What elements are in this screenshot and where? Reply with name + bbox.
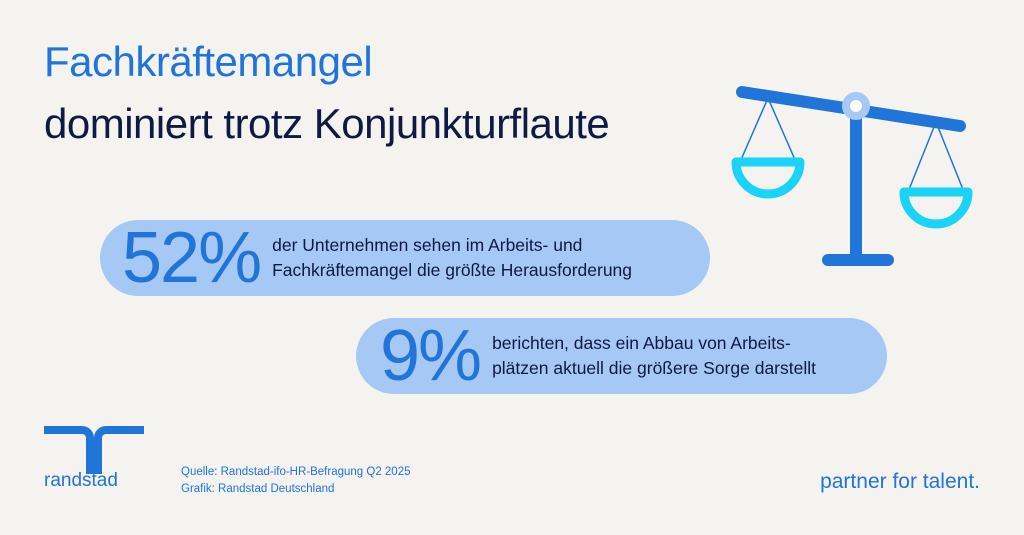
- randstad-logo-icon: [44, 426, 144, 474]
- source-note: Quelle: Randstad-ifo-HR-Befragung Q2 202…: [181, 464, 411, 498]
- stat-description-line-2: plätzen aktuell die größere Sorge darste…: [492, 358, 816, 378]
- stat-description-line-2: Fachkräftemangel die größte Herausforder…: [272, 260, 633, 280]
- stat-description: der Unternehmen sehen im Arbeits- und Fa…: [272, 233, 632, 283]
- stat-pill-9: 9% berichten, dass ein Abbau von Arbeits…: [356, 318, 887, 394]
- title-line-1: Fachkräftemangel: [44, 38, 373, 85]
- brand-tagline: partner for talent.: [820, 470, 980, 493]
- stat-value: 52%: [122, 218, 262, 298]
- scale-icon: [731, 86, 973, 266]
- stat-description: berichten, dass ein Abbau von Arbeits- p…: [492, 331, 816, 381]
- stat-description-line-1: berichten, dass ein Abbau von Arbeits-: [492, 333, 791, 353]
- source-line-1: Quelle: Randstad-ifo-HR-Befragung Q2 202…: [181, 466, 411, 478]
- brand-name: randstad: [44, 470, 118, 491]
- stat-pill-52: 52% der Unternehmen sehen im Arbeits- un…: [100, 220, 710, 296]
- stat-description-line-1: der Unternehmen sehen im Arbeits- und: [272, 235, 583, 255]
- stat-value: 9%: [380, 316, 482, 396]
- source-line-2: Grafik: Randstad Deutschland: [181, 483, 335, 495]
- title-line-2: dominiert trotz Konjunkturflaute: [44, 100, 610, 147]
